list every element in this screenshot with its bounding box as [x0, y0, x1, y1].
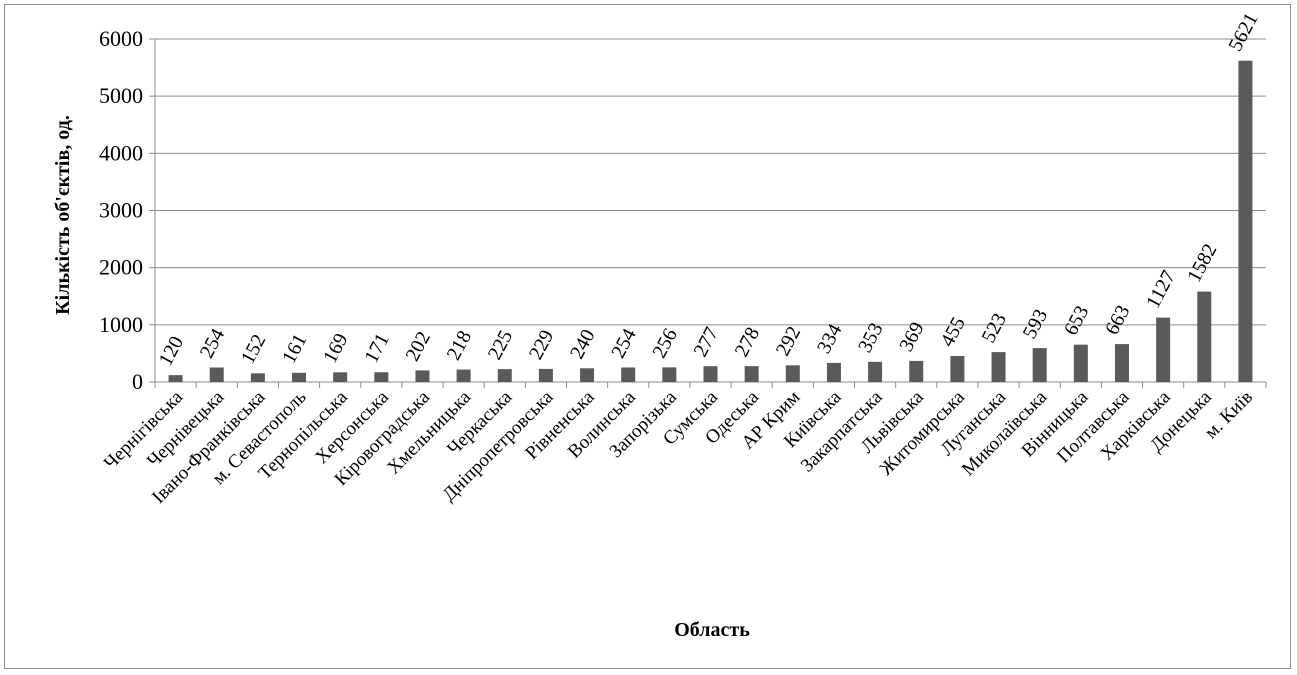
bar: [415, 370, 430, 382]
data-label: 1127: [1142, 267, 1180, 312]
gridlines: [155, 38, 1266, 326]
y-axis-title: Кількість об'єктів, од.: [52, 115, 74, 315]
data-label: 202: [401, 328, 435, 365]
y-tick-label: 5000: [99, 83, 143, 108]
bar: [209, 367, 224, 382]
data-label: 334: [813, 320, 847, 357]
data-label: 169: [319, 330, 353, 367]
bar: [250, 373, 265, 382]
chart-frame: 0 1000 2000 3000 4000 5000 6000 120 254 152 161 16…: [4, 4, 1291, 669]
data-label: 593: [1019, 306, 1053, 343]
bar: [1114, 344, 1129, 382]
y-tick-label: 1000: [99, 312, 143, 337]
y-tick-label: 4000: [99, 140, 143, 165]
data-label: 254: [196, 325, 230, 362]
bar: [703, 366, 718, 382]
bar: [1032, 348, 1047, 382]
data-label: 292: [772, 323, 806, 360]
data-label: 171: [360, 330, 394, 367]
bar: [868, 361, 883, 382]
data-label: 161: [278, 330, 312, 367]
data-label: 152: [237, 331, 271, 368]
data-label: 225: [484, 327, 518, 364]
x-axis-title: Область: [674, 619, 750, 641]
data-label: 256: [648, 325, 682, 362]
data-label: 369: [895, 318, 929, 355]
bar: [785, 365, 800, 382]
bar: [292, 372, 307, 382]
data-labels: 120 254 152 161 169 171 202 218 225 229 240 254 256 2…: [155, 9, 1263, 369]
bar: [1197, 291, 1212, 382]
data-label: 240: [566, 326, 600, 363]
data-label: 455: [936, 314, 970, 351]
y-tick-label: 6000: [99, 26, 143, 51]
bar: [1238, 60, 1253, 382]
data-label: 523: [978, 310, 1012, 347]
bar: [950, 355, 965, 382]
bar: [744, 366, 759, 382]
bar: [991, 352, 1006, 382]
data-label: 218: [443, 327, 477, 364]
data-label: 663: [1101, 302, 1135, 339]
data-label: 278: [731, 324, 765, 361]
data-label: 277: [689, 324, 723, 361]
y-tick-label: 3000: [99, 198, 143, 223]
bar: [456, 369, 471, 382]
y-tick-label: 2000: [99, 255, 143, 280]
bar: [333, 372, 348, 382]
data-label: 229: [525, 326, 559, 363]
data-label: 5621: [1224, 9, 1262, 55]
bars: [168, 60, 1253, 382]
data-label: 653: [1060, 302, 1094, 339]
bar: [374, 372, 389, 382]
y-tick-labels: 0 1000 2000 3000 4000 5000 6000: [99, 26, 143, 394]
bar: [580, 368, 595, 382]
bar: [1156, 317, 1171, 382]
bar: [538, 368, 553, 382]
bar: [826, 362, 841, 382]
bar: [662, 367, 677, 382]
data-label: 1582: [1183, 240, 1221, 286]
bar: [621, 367, 636, 382]
bar: [909, 360, 924, 382]
data-label: 120: [155, 333, 189, 370]
bar: [168, 375, 183, 382]
bar: [1073, 344, 1088, 382]
category-labels: ЧернігівськаЧернівецькаІвано-Франківська…: [100, 386, 1257, 508]
data-label: 254: [607, 325, 641, 362]
bar: [497, 369, 512, 382]
y-tick-label: 0: [132, 369, 143, 394]
